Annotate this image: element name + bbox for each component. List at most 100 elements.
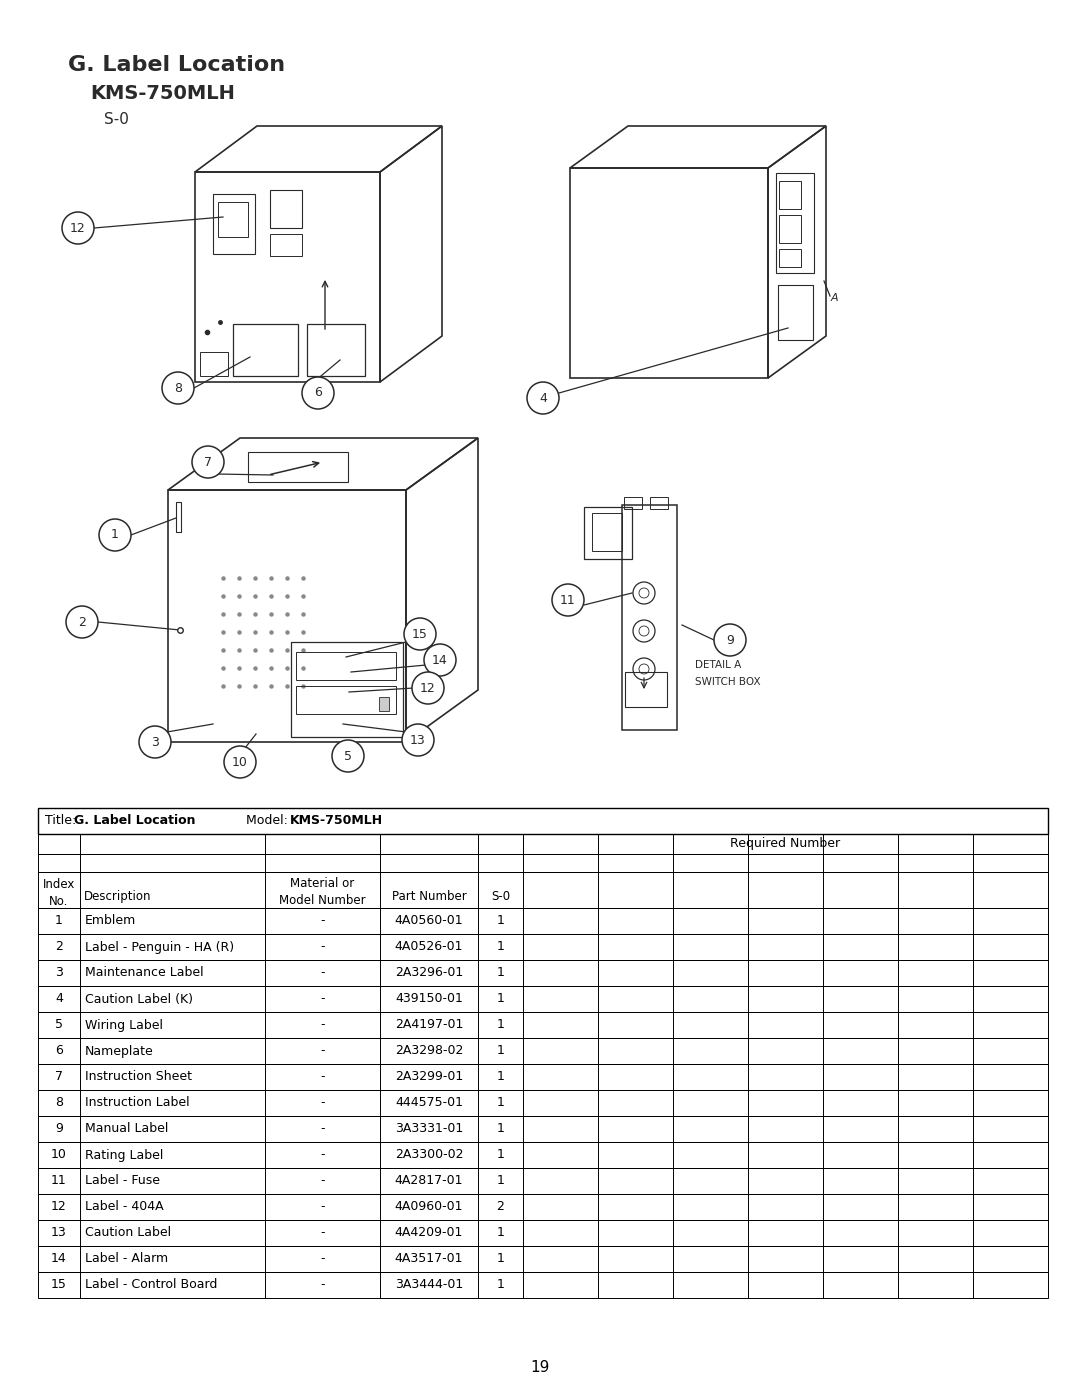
Text: -: - [321,915,325,928]
Text: Material or
Model Number: Material or Model Number [280,877,366,907]
Bar [650,497,669,509]
Circle shape [552,584,584,616]
Text: 10: 10 [232,756,248,768]
Text: G. Label Location: G. Label Location [75,814,195,827]
Text: 1: 1 [497,1045,504,1058]
Text: 5: 5 [345,750,352,763]
Bar [779,182,801,210]
Text: Instruction Sheet: Instruction Sheet [85,1070,192,1084]
Text: 15: 15 [51,1278,67,1291]
Bar [38,935,1048,960]
Text: 8: 8 [55,1097,63,1109]
Text: 1: 1 [497,992,504,1006]
Text: 3A3331-01: 3A3331-01 [395,1123,463,1136]
Circle shape [404,617,436,650]
Text: 1: 1 [497,1070,504,1084]
Text: -: - [321,940,325,954]
Text: 12: 12 [70,222,86,235]
Circle shape [402,724,434,756]
Text: Label - Alarm: Label - Alarm [85,1253,168,1266]
Bar [38,1168,1048,1194]
Text: 15: 15 [413,627,428,640]
Text: 14: 14 [432,654,448,666]
Text: Label - 404A: Label - 404A [85,1200,164,1214]
Bar [38,854,1048,872]
Text: 2A3298-02: 2A3298-02 [395,1045,463,1058]
Text: 13: 13 [51,1227,67,1239]
Bar [777,173,814,272]
Text: 1: 1 [497,1175,504,1187]
Bar [291,643,403,738]
Bar [779,249,801,267]
Text: 1: 1 [111,528,119,542]
Text: 1: 1 [497,1227,504,1239]
Text: 12: 12 [420,682,436,694]
Circle shape [411,672,444,704]
Text: Model:: Model: [230,814,292,827]
Text: 1: 1 [497,1018,504,1031]
Text: 11: 11 [561,594,576,606]
Text: -: - [321,1123,325,1136]
Text: 4A0560-01: 4A0560-01 [394,915,463,928]
Bar [38,1116,1048,1141]
Text: 4A3517-01: 4A3517-01 [395,1253,463,1266]
Text: -: - [321,1045,325,1058]
Text: 3A3444-01: 3A3444-01 [395,1278,463,1291]
Text: 3: 3 [151,735,159,749]
Text: -: - [321,1253,325,1266]
Circle shape [192,446,224,478]
Text: 14: 14 [51,1253,67,1266]
Text: -: - [321,1018,325,1031]
Text: 12: 12 [51,1200,67,1214]
Text: 4: 4 [539,391,546,405]
Text: 11: 11 [51,1175,67,1187]
Text: 6: 6 [55,1045,63,1058]
Circle shape [424,644,456,676]
Circle shape [302,377,334,409]
Bar [38,1194,1048,1220]
Bar [176,502,181,532]
Text: -: - [321,1227,325,1239]
Text: 2A4197-01: 2A4197-01 [395,1018,463,1031]
Circle shape [99,520,131,550]
Text: 439150-01: 439150-01 [395,992,463,1006]
Text: Instruction Label: Instruction Label [85,1097,190,1109]
Text: 6: 6 [314,387,322,400]
Text: Caution Label: Caution Label [85,1227,171,1239]
Text: 1: 1 [55,915,63,928]
Text: 2A3300-02: 2A3300-02 [395,1148,463,1161]
Text: S-0: S-0 [491,890,510,902]
Bar [233,324,298,376]
Text: 3: 3 [55,967,63,979]
Text: -: - [321,1175,325,1187]
Text: 2: 2 [55,940,63,954]
Text: A: A [831,293,839,303]
Bar [625,672,667,707]
Bar [38,960,1048,986]
Circle shape [527,381,559,414]
Text: 1: 1 [497,1253,504,1266]
Bar [270,190,302,228]
Text: KMS-750MLH: KMS-750MLH [291,814,383,827]
Bar [38,1246,1048,1273]
Text: -: - [321,1070,325,1084]
Text: 13: 13 [410,733,426,746]
Bar [38,1090,1048,1116]
Bar [38,834,1048,854]
Text: 7: 7 [204,455,212,468]
Text: 4A4209-01: 4A4209-01 [395,1227,463,1239]
Text: Maintenance Label: Maintenance Label [85,967,204,979]
Bar [38,1141,1048,1168]
Text: Emblem: Emblem [85,915,136,928]
Bar [624,497,642,509]
Text: Nameplate: Nameplate [85,1045,153,1058]
Bar [307,324,365,376]
Text: G. Label Location: G. Label Location [68,54,285,75]
Text: 444575-01: 444575-01 [395,1097,463,1109]
Circle shape [224,746,256,778]
Text: S-0: S-0 [104,112,129,127]
Text: 2A3296-01: 2A3296-01 [395,967,463,979]
Text: 1: 1 [497,940,504,954]
Circle shape [332,740,364,773]
Text: Rating Label: Rating Label [85,1148,163,1161]
